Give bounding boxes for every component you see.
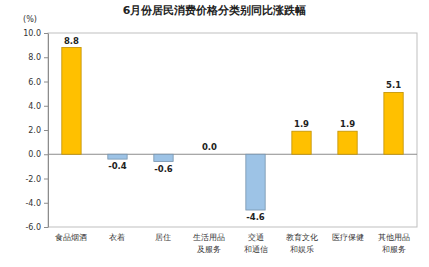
title: 6月份居民消费价格分类别同比涨跌幅	[123, 4, 307, 17]
y-tick-label: -2.0	[25, 175, 41, 184]
y-tick-mark	[44, 227, 48, 228]
data-labels: 8.8 -0.4 -0.6 0.0 -4.6 1.9 1.9 5.1	[64, 36, 401, 222]
data-label: -0.6	[154, 164, 173, 174]
y-tick-mark	[44, 82, 48, 83]
y-tick-mark	[44, 33, 48, 34]
data-label: -4.6	[246, 212, 265, 222]
y-tick-label: 10.0	[23, 29, 41, 38]
data-label: 8.8	[64, 36, 79, 46]
y-tick-label: -6.0	[25, 223, 41, 232]
y-tick-label: 8.0	[28, 53, 41, 62]
data-label: 1.9	[340, 119, 355, 129]
y-tick-mark	[44, 106, 48, 107]
bar	[62, 48, 81, 155]
data-label: 0.0	[202, 142, 217, 152]
baseline	[48, 154, 417, 155]
y-tick-mark	[44, 179, 48, 180]
y-tick: 10.0	[23, 29, 48, 38]
bar	[108, 154, 127, 159]
data-label: 5.1	[386, 80, 401, 90]
y-tick-label: -4.0	[25, 199, 41, 208]
y-tick: -4.0	[25, 199, 48, 208]
plot-frame	[48, 33, 417, 227]
y-tick-label: 0.0	[28, 150, 41, 159]
bar	[292, 131, 311, 154]
bar	[246, 154, 265, 210]
y-tick-label: 4.0	[28, 102, 41, 111]
bars	[62, 48, 403, 210]
y-axis: -6.0 -4.0 -2.0 0.0 2.0 4.0 6.0 8.0 10.0	[23, 29, 48, 232]
y-tick-mark	[44, 57, 48, 58]
y-tick-label: 6.0	[28, 78, 41, 87]
y-tick-mark	[44, 154, 48, 155]
y-axis-line	[48, 34, 49, 228]
x-tick-label: 教育文化和娱乐	[286, 233, 318, 254]
x-tick-label: 衣着	[109, 233, 125, 242]
y-tick-mark	[44, 130, 48, 131]
y-tick: 0.0	[28, 150, 48, 159]
bar	[200, 154, 219, 155]
y-tick: 6.0	[28, 78, 48, 87]
bar	[338, 131, 357, 154]
bar	[154, 154, 173, 161]
y-tick-label: 2.0	[28, 126, 41, 135]
y-tick-mark	[44, 203, 48, 204]
y-tick: 8.0	[28, 53, 48, 62]
data-label: -0.4	[108, 161, 127, 171]
x-tick-label: 交通和通信	[244, 233, 268, 254]
x-tick-label: 生活用品及服务	[193, 233, 225, 254]
x-tick-label: 居住	[155, 233, 171, 242]
y-tick: -2.0	[25, 175, 48, 184]
y-tick: -6.0	[25, 223, 48, 232]
x-tick-label: 医疗保健	[332, 233, 364, 242]
chart: 6月份居民消费价格分类别同比涨跌幅 (%) -6.0 -4.0 -2.0 0.0 2.0 4.…	[0, 0, 429, 267]
y-tick: 2.0	[28, 126, 48, 135]
x-axis: 食品烟酒 衣着 居住 生活用品及服务交通和通信教育文化和娱乐 医疗保健 其他用品和服务	[55, 233, 409, 254]
y-axis-label: (%)	[23, 15, 37, 24]
y-tick: 4.0	[28, 102, 48, 111]
x-tick-label: 其他用品和服务	[378, 233, 410, 254]
data-label: 1.9	[294, 119, 309, 129]
x-tick-label: 食品烟酒	[55, 233, 87, 242]
bar	[384, 92, 403, 154]
